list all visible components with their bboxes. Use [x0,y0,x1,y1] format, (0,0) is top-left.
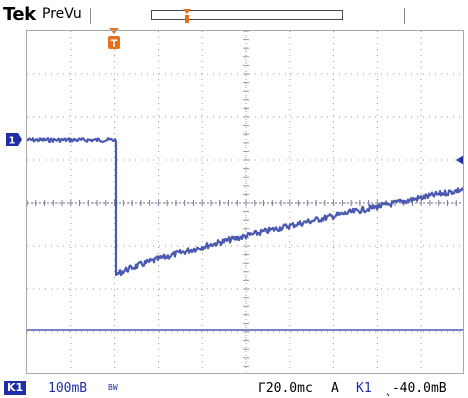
channel1-marker-label: 1 [9,136,16,147]
acquisition-mode: PreVu [42,6,82,22]
divider [404,8,405,24]
horizontal-position-icon [183,9,191,23]
trigger-level: ˎ‑40.0mB [384,381,447,396]
trigger-mode: A [331,381,339,396]
readout-bar: K1 100mB BW Γ20.0mc A K1 ˎ‑40.0mB [0,380,468,398]
brand-logo: Tek [3,4,36,25]
channel1-ground-icon: 1 [6,133,22,146]
bandwidth-limit-indicator: BW [108,383,118,392]
trigger-level-icon [456,155,464,165]
channel1-waveform [27,137,463,277]
volts-per-div: 100mB [48,381,88,396]
waveform-display [26,30,464,374]
channel1-badge[interactable]: K1 [4,381,27,395]
graticule [27,31,463,373]
trigger-source: K1 [356,381,372,396]
record-view-box [151,10,343,20]
divider [90,8,91,24]
trigger-position-icon: T [108,28,120,50]
time-per-div: Γ20.0mc [258,381,313,396]
status-bar: Tek PreVu [0,0,468,28]
trigger-marker-label: T [111,39,118,50]
